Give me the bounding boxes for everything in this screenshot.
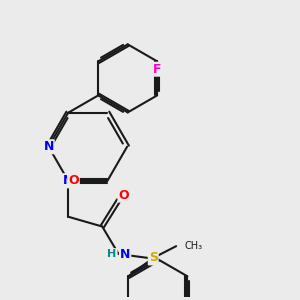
- Text: N: N: [63, 174, 74, 187]
- Text: H: H: [107, 249, 117, 259]
- Text: CH₃: CH₃: [184, 241, 202, 251]
- Text: O: O: [68, 174, 79, 187]
- Text: S: S: [149, 251, 158, 264]
- Text: F: F: [153, 63, 161, 76]
- Text: O: O: [118, 189, 129, 202]
- Text: N: N: [44, 140, 54, 153]
- Text: N: N: [120, 248, 130, 260]
